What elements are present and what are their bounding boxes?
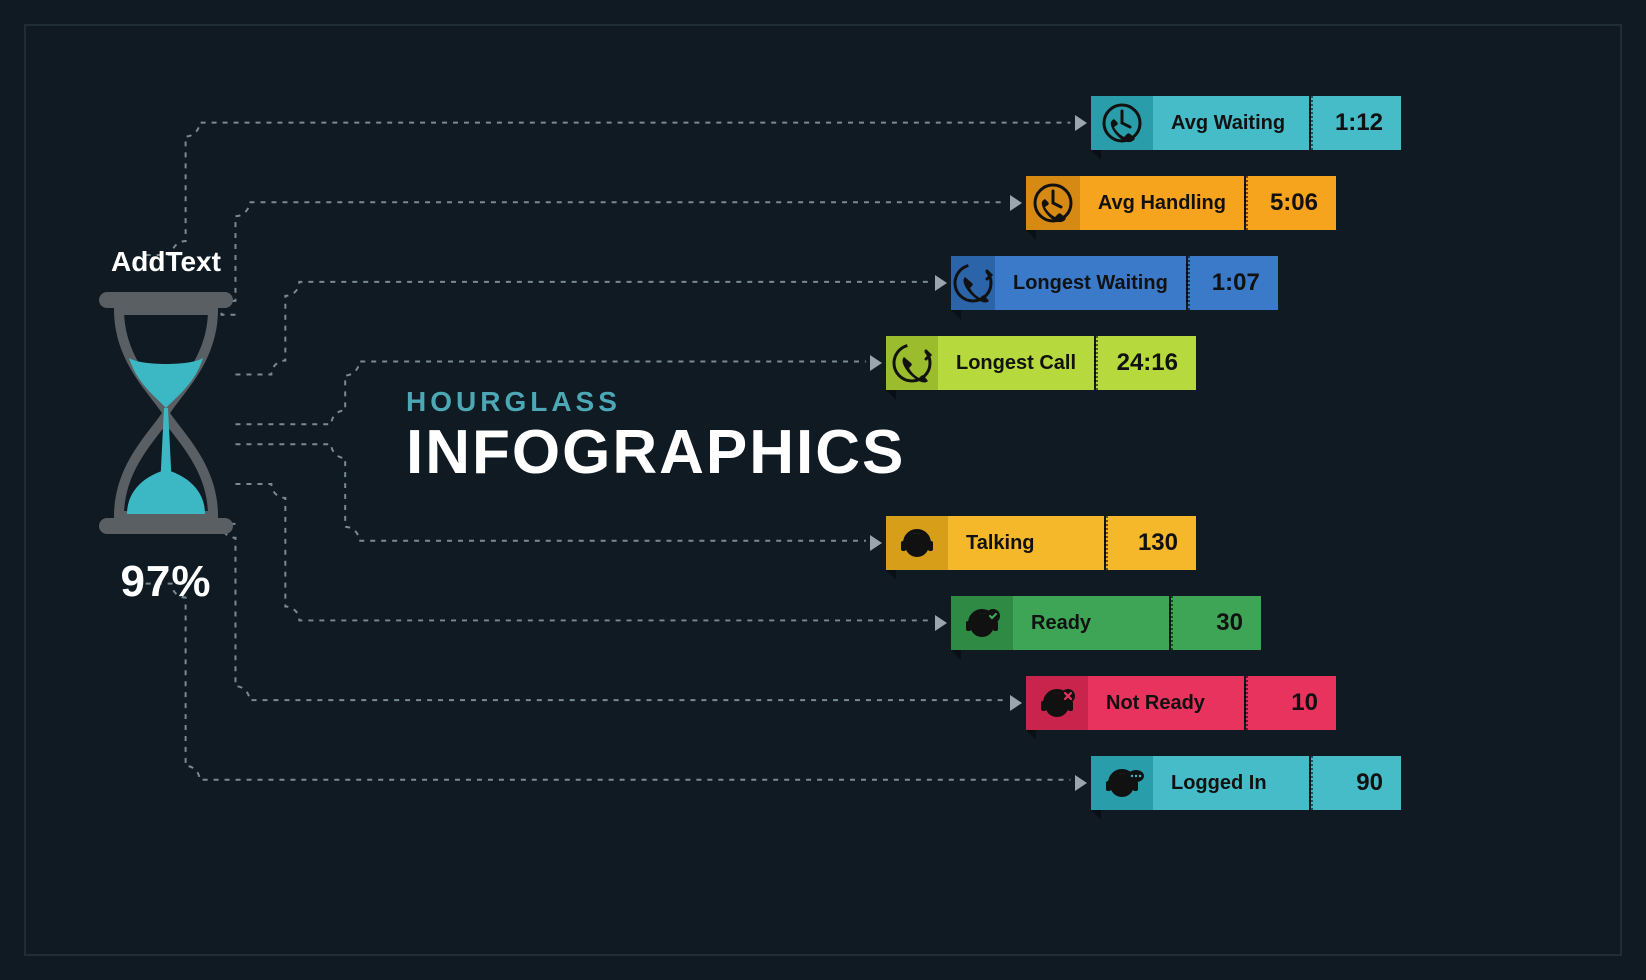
metric-longest-waiting: Longest Waiting1:07 xyxy=(951,256,1261,310)
headset-icon xyxy=(886,516,948,570)
hourglass-block: AddText 97% xyxy=(66,246,266,607)
metric-label: Not Ready xyxy=(1088,676,1244,730)
title-subheading: HOURGLASS xyxy=(406,386,905,418)
metric-avg-waiting: Avg Waiting1:12 xyxy=(1091,96,1401,150)
connector-arrow-icon xyxy=(935,615,947,631)
phone-arrow-icon xyxy=(886,336,938,390)
metric-value: 30 xyxy=(1171,596,1261,650)
metric-not-ready: Not Ready10 xyxy=(1026,676,1336,730)
metric-value: 5:06 xyxy=(1246,176,1336,230)
title-heading: INFOGRAPHICS xyxy=(406,422,905,484)
metric-label: Longest Waiting xyxy=(995,256,1186,310)
connector-arrow-icon xyxy=(935,275,947,291)
metric-label: Avg Handling xyxy=(1080,176,1244,230)
metric-value: 1:07 xyxy=(1188,256,1278,310)
connector-arrow-icon xyxy=(870,535,882,551)
phone-clock-icon xyxy=(1026,176,1080,230)
metric-value: 1:12 xyxy=(1311,96,1401,150)
hourglass-label: AddText xyxy=(66,246,266,278)
metric-value: 90 xyxy=(1311,756,1401,810)
connector-arrow-icon xyxy=(1010,695,1022,711)
hourglass-icon xyxy=(81,288,251,538)
phone-clock-icon xyxy=(1091,96,1153,150)
connector-line xyxy=(146,123,1071,255)
headset-x-icon xyxy=(1026,676,1088,730)
connector-arrow-icon xyxy=(1075,775,1087,791)
metric-label: Logged In xyxy=(1153,756,1309,810)
connector-arrow-icon xyxy=(1075,115,1087,131)
metric-label: Ready xyxy=(1013,596,1169,650)
metric-longest-call: Longest Call24:16 xyxy=(886,336,1196,390)
phone-arrow-icon xyxy=(951,256,995,310)
metric-value: 10 xyxy=(1246,676,1336,730)
connector-line xyxy=(235,282,930,375)
metric-logged-in: Logged In90 xyxy=(1091,756,1401,810)
metric-talking: Talking130 xyxy=(886,516,1196,570)
connector-line xyxy=(222,202,1006,315)
connector-arrow-icon xyxy=(1010,195,1022,211)
canvas-frame: AddText 97% HOURGLASS INFOGRAPHICS Avg W… xyxy=(24,24,1622,956)
metric-ready: Ready30 xyxy=(951,596,1261,650)
center-title: HOURGLASS INFOGRAPHICS xyxy=(406,386,905,484)
connector-line xyxy=(146,584,1071,780)
metric-avg-handling: Avg Handling5:06 xyxy=(1026,176,1336,230)
headset-dots-icon xyxy=(1091,756,1153,810)
metric-label: Longest Call xyxy=(938,336,1094,390)
headset-check-icon xyxy=(951,596,1013,650)
hourglass-percent: 97% xyxy=(66,557,266,607)
metric-label: Talking xyxy=(948,516,1104,570)
metric-value: 130 xyxy=(1106,516,1196,570)
metric-value: 24:16 xyxy=(1096,336,1196,390)
connector-line xyxy=(235,484,930,620)
metric-label: Avg Waiting xyxy=(1153,96,1309,150)
connector-arrow-icon xyxy=(870,355,882,371)
